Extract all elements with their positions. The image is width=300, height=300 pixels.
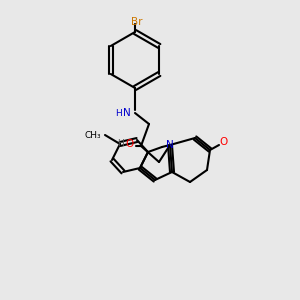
Text: H: H: [115, 109, 122, 118]
Text: CH₃: CH₃: [84, 130, 101, 140]
Text: N: N: [166, 140, 174, 150]
Text: N: N: [123, 108, 131, 118]
Text: CH₃: CH₃: [82, 130, 99, 140]
Text: O: O: [220, 137, 228, 147]
Text: H: H: [118, 140, 124, 148]
Text: Br: Br: [131, 17, 143, 27]
Text: O: O: [126, 139, 134, 149]
